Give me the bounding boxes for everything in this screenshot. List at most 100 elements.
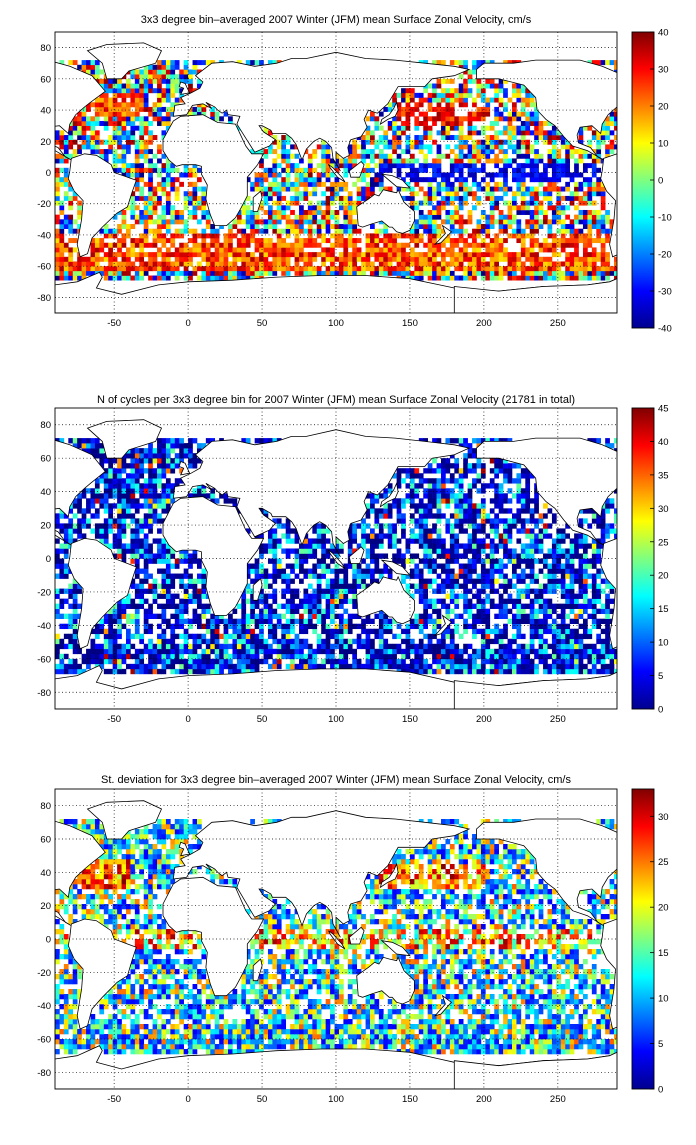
data-cell <box>148 177 153 182</box>
data-cell <box>259 619 264 624</box>
data-cell <box>459 669 464 674</box>
data-cell <box>428 130 433 135</box>
data-cell <box>530 247 535 252</box>
data-cell <box>410 107 415 112</box>
data-cell <box>596 609 601 614</box>
data-cell <box>286 247 291 252</box>
data-cell <box>95 121 100 126</box>
data-cell <box>55 191 60 196</box>
data-cell <box>126 233 131 238</box>
data-cell <box>317 574 322 579</box>
x-tick-label: 100 <box>328 318 344 329</box>
data-cell <box>286 173 291 178</box>
data-cell <box>312 149 317 154</box>
data-cell <box>441 93 446 98</box>
data-cell <box>179 252 184 257</box>
data-cell <box>596 594 601 599</box>
data-cell <box>113 634 118 639</box>
data-cell <box>516 93 521 98</box>
data-cell <box>193 266 198 271</box>
data-cell <box>286 604 291 609</box>
data-cell <box>281 629 286 634</box>
data-cell <box>193 191 198 196</box>
data-cell <box>77 266 82 271</box>
data-cell <box>343 569 348 574</box>
data-cell <box>450 168 455 173</box>
data-cell <box>530 609 535 614</box>
data-cell <box>206 629 211 634</box>
data-cell <box>139 669 144 674</box>
data-cell <box>530 619 535 624</box>
data-cell <box>574 569 579 574</box>
data-cell <box>335 574 340 579</box>
data-cell <box>512 271 517 276</box>
data-cell <box>326 215 331 220</box>
data-cell <box>73 121 78 126</box>
data-cell <box>55 173 60 178</box>
data-cell <box>499 654 504 659</box>
data-cell <box>148 121 153 126</box>
data-cell <box>432 654 437 659</box>
data-cell <box>477 84 482 89</box>
data-cell <box>534 140 539 145</box>
data-cell <box>317 584 322 589</box>
data-cell <box>437 639 442 644</box>
data-cell <box>583 201 588 206</box>
data-cell <box>494 276 499 281</box>
data-cell <box>477 257 482 262</box>
data-cell <box>215 238 220 243</box>
data-cell <box>139 168 144 173</box>
data-cell <box>139 584 144 589</box>
data-cell <box>330 609 335 614</box>
data-cell <box>175 619 180 624</box>
data-cell <box>521 589 526 594</box>
data-cell <box>201 659 206 664</box>
data-cell <box>286 584 291 589</box>
data-cell <box>161 629 166 634</box>
data-cell <box>579 649 584 654</box>
data-cell <box>241 664 246 669</box>
data-cell <box>95 266 100 271</box>
data-cell <box>494 144 499 149</box>
data-cell <box>326 569 331 574</box>
data-cell <box>104 619 109 624</box>
data-cell <box>259 60 264 65</box>
data-cell <box>184 574 189 579</box>
data-cell <box>335 210 340 215</box>
data-cell <box>414 224 419 229</box>
data-cell <box>59 569 64 574</box>
data-cell <box>286 154 291 159</box>
data-cell <box>59 130 64 135</box>
data-cell <box>397 649 402 654</box>
data-cell <box>312 629 317 634</box>
data-cell <box>272 149 277 154</box>
data-cell <box>126 629 131 634</box>
data-cell <box>601 140 606 145</box>
data-cell <box>308 604 313 609</box>
data-cell <box>565 589 570 594</box>
data-cell <box>108 644 113 649</box>
data-cell <box>55 158 60 163</box>
data-cell <box>130 173 135 178</box>
data-cell <box>401 257 406 262</box>
data-cell <box>370 252 375 257</box>
data-cell <box>321 201 326 206</box>
data-cell <box>241 644 246 649</box>
data-cell <box>86 60 91 65</box>
data-cell <box>193 210 198 215</box>
data-cell <box>383 158 388 163</box>
data-cell <box>73 604 78 609</box>
data-cell <box>206 654 211 659</box>
data-cell <box>508 144 513 149</box>
data-cell <box>144 74 149 79</box>
data-cell <box>184 266 189 271</box>
data-cell <box>565 639 570 644</box>
data-cell <box>463 669 468 674</box>
data-cell <box>583 579 588 584</box>
data-cell <box>565 624 570 629</box>
data-cell <box>286 177 291 182</box>
data-cell <box>499 271 504 276</box>
data-cell <box>237 634 242 639</box>
data-cell <box>55 219 60 224</box>
data-cell <box>459 569 464 574</box>
